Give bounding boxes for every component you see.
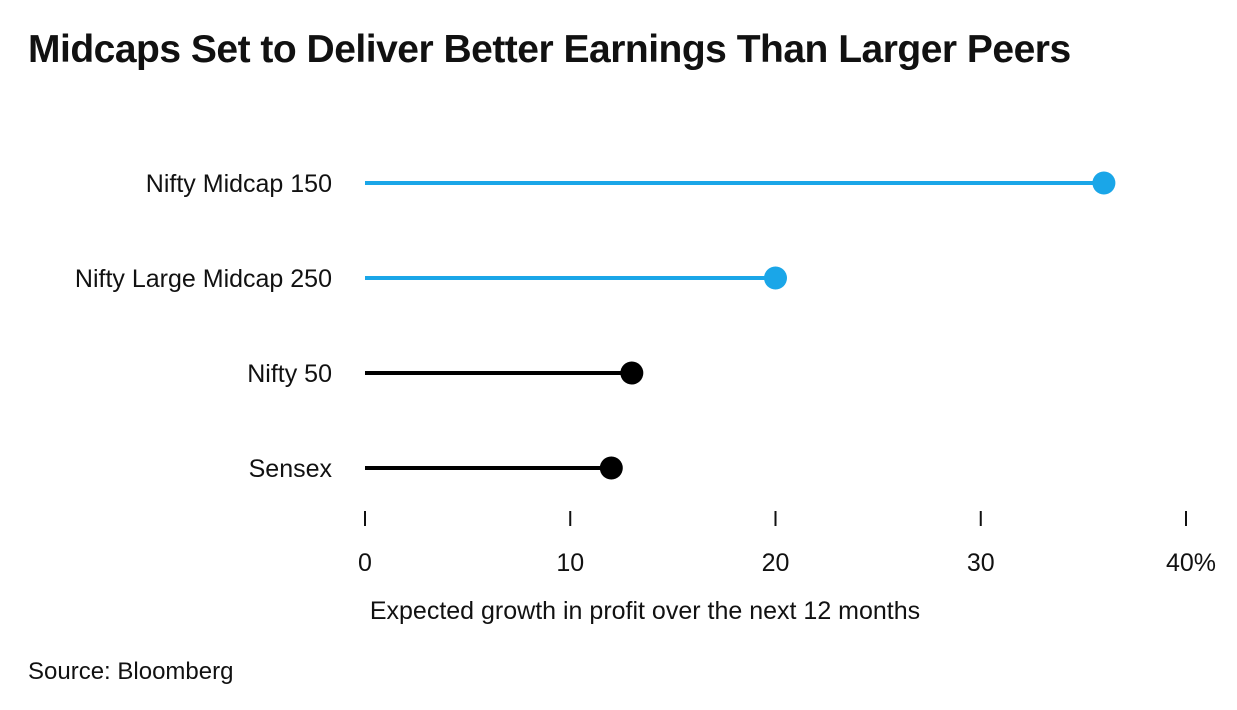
lollipop-dot xyxy=(764,266,787,290)
x-axis: 0 10 20 30 40% xyxy=(358,511,1216,577)
x-tick-label: 10 xyxy=(556,549,584,577)
category-label: Nifty Large Midcap 250 xyxy=(75,265,332,293)
x-tick-label: 40% xyxy=(1166,549,1216,577)
category-label: Nifty 50 xyxy=(247,360,332,388)
category-label: Sensex xyxy=(249,455,333,483)
x-tick-label: 20 xyxy=(762,549,790,577)
chart-rows: Nifty Midcap 150 Nifty Large Midcap 250 Ni… xyxy=(75,170,1116,483)
lollipop-dot xyxy=(1092,171,1116,195)
lollipop-dot xyxy=(620,361,644,385)
category-label: Nifty Midcap 150 xyxy=(146,170,332,198)
source-note: Source: Bloomberg xyxy=(28,658,234,685)
x-tick-label: 30 xyxy=(967,549,995,577)
x-axis-title: Expected growth in profit over the next … xyxy=(370,597,920,625)
chart-title: Midcaps Set to Deliver Better Earnings T… xyxy=(28,28,1071,71)
x-tick-label: 0 xyxy=(358,549,372,577)
lollipop-dot xyxy=(599,456,623,480)
